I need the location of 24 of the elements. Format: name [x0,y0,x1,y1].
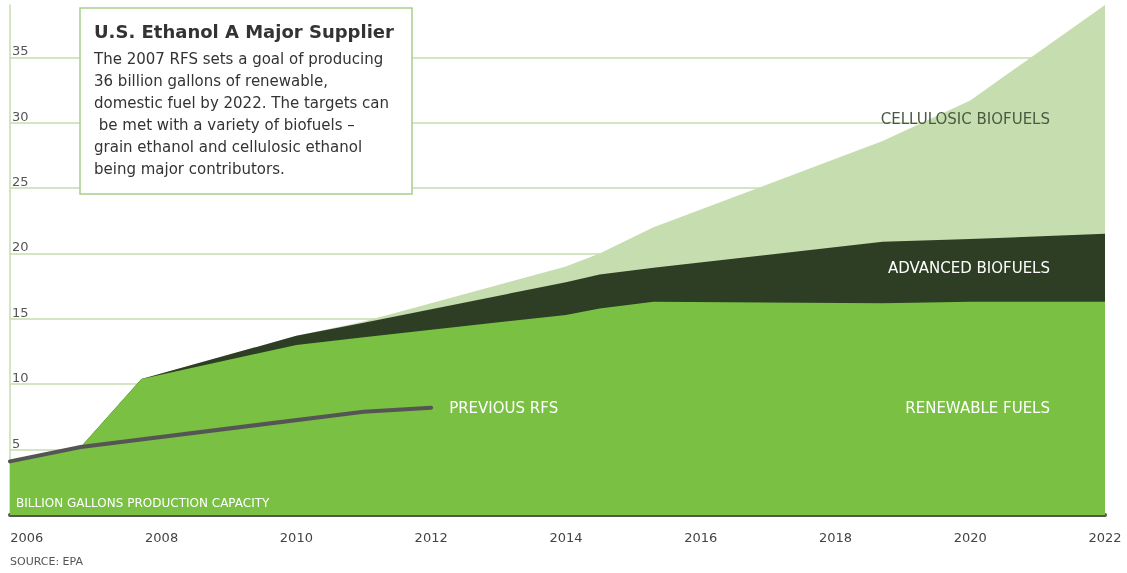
x-tick-label: 2020 [953,530,987,545]
y-tick-label: 25 [12,174,29,190]
x-tick-label: 2014 [549,530,583,545]
x-tick-label: 2016 [684,530,718,545]
series-label: CELLULOSIC BIOFUELS [880,110,1050,129]
source-note: SOURCE: EPA [10,555,84,568]
x-tick-label: 2006 [10,530,44,545]
y-tick-label: 20 [12,239,29,255]
y-tick-label: 10 [12,370,29,386]
x-tick-label: 2012 [414,530,448,545]
x-tick-label: 2018 [818,530,853,545]
y-tick-label: 5 [12,435,21,451]
y-tick-label: 30 [12,108,29,124]
text: The 2007 RFS sets a goal of producing 36 billion gallons of renewable, domestic fuel by 2022. The targets can be met with a variety of biofuels – grain ethanol and cellulosic ethanol being major contributors. [93,50,390,178]
x-tick-label: 2022 [1088,530,1122,545]
text: U.S. Ethanol A Major Supplier [94,20,395,42]
series-label: ADVANCED BIOFUELS [887,258,1050,277]
y-tick-label: 15 [12,304,29,320]
series-label: PREVIOUS RFS [449,398,559,417]
x-tick-label: 2008 [145,530,179,545]
y-tick-label: 35 [12,43,29,59]
series-label: RENEWABLE FUELS [905,399,1050,418]
x-tick-label: 2010 [279,530,313,545]
y-axis-title: BILLION GALLONS PRODUCTION CAPACITY [16,496,271,510]
